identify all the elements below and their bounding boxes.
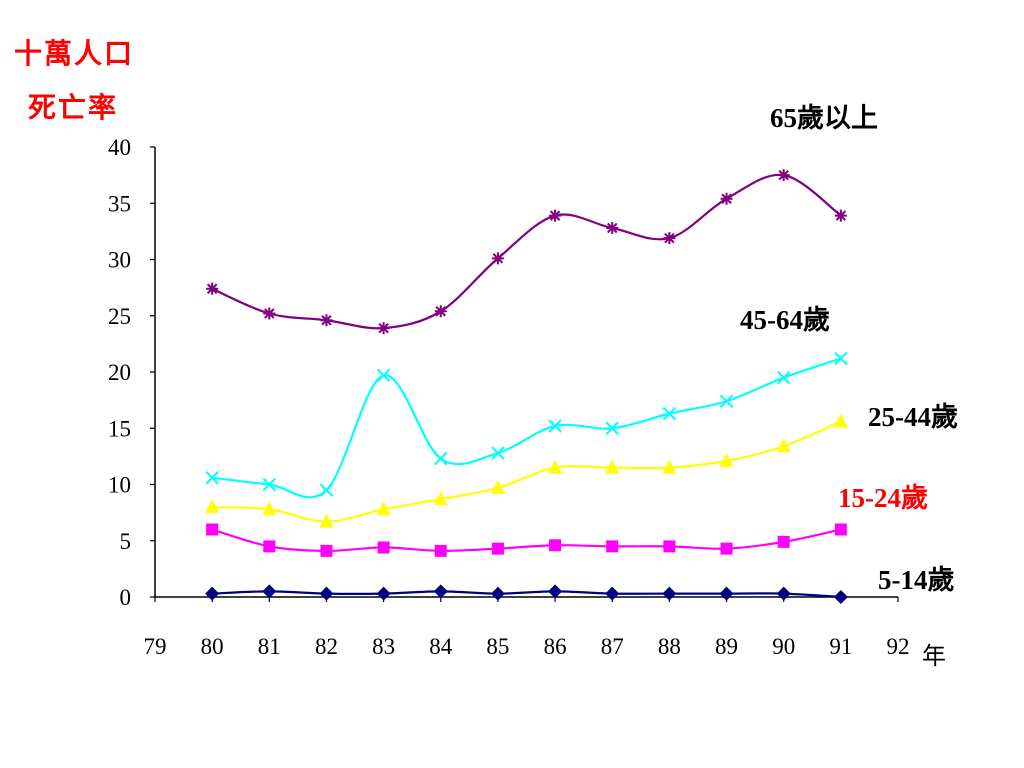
data-point-marker <box>319 586 334 601</box>
data-point-marker <box>834 351 848 366</box>
y-tick-label: 20 <box>108 360 131 385</box>
x-tick-label: 83 <box>372 634 395 659</box>
data-point-marker <box>549 539 562 552</box>
series-label-65-plus: 65歲以上 <box>770 103 878 133</box>
y-tick-label: 10 <box>108 473 131 498</box>
data-point-marker <box>491 252 504 265</box>
x-tick-label: 79 <box>144 634 167 659</box>
data-point-marker <box>491 542 504 555</box>
data-point-marker <box>205 586 220 601</box>
data-point-marker <box>662 406 677 421</box>
data-point-marker <box>262 477 277 492</box>
data-point-marker <box>262 584 277 599</box>
data-point-marker <box>206 282 219 295</box>
x-tick-label: 88 <box>658 634 681 659</box>
data-point-marker <box>776 438 791 453</box>
data-point-marker <box>320 314 333 327</box>
x-tick-label: 87 <box>601 634 624 659</box>
data-point-marker <box>434 451 448 466</box>
data-point-marker <box>605 459 620 474</box>
y-tick-label: 5 <box>120 529 132 554</box>
data-point-marker <box>834 209 847 222</box>
x-tick-label: 85 <box>486 634 509 659</box>
series-label-25-44: 25-44歲 <box>868 402 958 432</box>
data-point-marker <box>319 513 334 528</box>
x-tick-label: 90 <box>772 634 795 659</box>
data-point-marker <box>548 584 563 599</box>
series-label-45-64: 45-64歲 <box>740 305 830 335</box>
data-point-marker <box>776 370 791 385</box>
data-point-marker <box>720 542 733 555</box>
data-point-marker <box>720 192 733 205</box>
x-tick-label: 86 <box>544 634 567 659</box>
data-point-marker <box>719 452 734 467</box>
series-line <box>212 590 841 599</box>
y-tick-label: 0 <box>120 585 132 610</box>
data-point-marker <box>320 544 333 557</box>
y-tick-label: 25 <box>108 304 131 329</box>
y-axis-title-line-1: 十萬人口 <box>14 37 135 70</box>
x-tick-label: 84 <box>429 634 453 659</box>
data-point-marker <box>376 368 391 383</box>
y-tick-label: 15 <box>108 416 131 441</box>
data-point-marker <box>263 540 276 553</box>
data-point-marker <box>319 483 334 497</box>
data-point-marker <box>719 394 734 408</box>
data-point-marker <box>434 544 447 557</box>
data-point-marker <box>776 586 791 601</box>
data-point-marker <box>205 471 219 485</box>
data-point-marker <box>833 590 848 604</box>
data-point-marker <box>549 209 562 222</box>
data-point-marker <box>377 541 390 554</box>
y-tick-label: 40 <box>108 135 131 160</box>
data-point-marker <box>663 540 676 553</box>
series-line <box>211 528 842 552</box>
data-point-marker <box>548 459 563 474</box>
series-label-15-24: 15-24歲 <box>838 483 928 513</box>
y-tick-label: 35 <box>108 191 131 216</box>
x-axis-unit-label: 年 <box>922 642 946 670</box>
data-point-marker <box>490 479 505 494</box>
data-point-marker <box>263 307 276 320</box>
data-point-marker <box>834 523 847 536</box>
data-point-marker <box>663 232 676 245</box>
data-point-marker <box>433 491 448 506</box>
data-point-marker <box>777 169 790 182</box>
data-point-marker <box>548 419 562 433</box>
x-tick-label: 82 <box>315 634 338 659</box>
data-point-marker <box>434 305 447 318</box>
x-tick-label: 81 <box>258 634 281 659</box>
data-point-marker <box>262 501 277 516</box>
data-point-marker <box>433 584 448 599</box>
data-point-marker <box>491 446 505 460</box>
data-point-marker <box>377 322 390 335</box>
series-line <box>212 420 842 523</box>
series-label-5-14: 5-14歲 <box>878 565 955 595</box>
x-tick-label: 92 <box>887 634 910 659</box>
data-point-marker <box>205 499 220 513</box>
data-point-marker <box>376 501 391 516</box>
y-axis-title-line-2: 死亡率 <box>28 91 119 124</box>
data-point-marker <box>662 459 677 474</box>
data-point-marker <box>606 540 619 553</box>
x-tick-label: 91 <box>829 634 852 659</box>
data-point-marker <box>490 586 505 601</box>
y-tick-label: 30 <box>108 248 131 273</box>
data-point-marker <box>605 421 619 435</box>
data-point-marker <box>719 586 734 601</box>
data-point-marker <box>606 222 619 234</box>
data-point-marker <box>206 523 219 536</box>
x-tick-label: 80 <box>201 634 224 659</box>
data-point-marker <box>833 413 848 428</box>
data-point-marker <box>605 586 620 601</box>
data-point-marker <box>777 535 790 548</box>
x-tick-label: 89 <box>715 634 738 659</box>
data-point-marker <box>662 586 677 601</box>
data-point-marker <box>376 586 391 601</box>
